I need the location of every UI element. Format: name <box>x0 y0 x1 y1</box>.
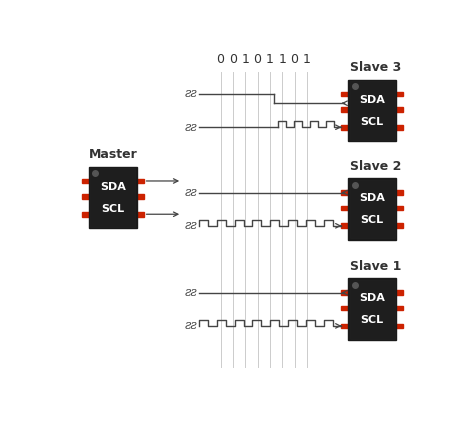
Bar <box>341 224 348 228</box>
Bar <box>350 81 395 140</box>
Bar <box>396 107 403 112</box>
Bar <box>396 306 403 310</box>
Text: 0: 0 <box>291 53 299 66</box>
Bar <box>396 125 403 129</box>
Bar <box>82 179 89 183</box>
Bar <box>341 107 348 112</box>
Bar <box>348 279 396 340</box>
Bar <box>137 194 144 199</box>
Text: SDA: SDA <box>100 181 126 191</box>
Text: 0: 0 <box>254 53 262 66</box>
Bar <box>82 194 89 199</box>
Bar <box>341 125 348 129</box>
Text: 0: 0 <box>217 53 225 66</box>
Text: SCL: SCL <box>361 215 384 225</box>
Text: ƨƨ: ƨƨ <box>185 121 198 134</box>
Text: SCL: SCL <box>361 316 384 326</box>
Text: Slave 1: Slave 1 <box>350 260 401 273</box>
Text: ƨƨ: ƨƨ <box>185 219 198 232</box>
Text: 1: 1 <box>303 53 311 66</box>
Text: SDA: SDA <box>359 193 385 203</box>
Bar <box>137 212 144 217</box>
Text: SCL: SCL <box>101 204 124 214</box>
Text: 0: 0 <box>229 53 237 66</box>
Bar <box>348 178 396 240</box>
Bar <box>350 280 395 339</box>
Text: SDA: SDA <box>359 95 385 105</box>
Text: ƨƨ: ƨƨ <box>185 88 198 100</box>
Text: Slave 2: Slave 2 <box>350 160 401 173</box>
Bar <box>396 324 403 328</box>
Text: SCL: SCL <box>361 117 384 127</box>
Bar <box>341 92 348 96</box>
Bar <box>341 206 348 210</box>
Text: Master: Master <box>89 148 137 161</box>
Bar <box>341 324 348 328</box>
Text: 1: 1 <box>266 53 274 66</box>
Text: 1: 1 <box>278 53 286 66</box>
Bar <box>341 290 348 295</box>
Bar <box>396 206 403 210</box>
Bar <box>341 190 348 195</box>
Text: ƨƨ: ƨƨ <box>185 319 198 332</box>
Bar <box>82 212 89 217</box>
Bar <box>89 167 137 228</box>
Text: SDA: SDA <box>359 293 385 303</box>
Bar <box>396 290 403 295</box>
Bar <box>91 168 135 227</box>
Bar <box>341 306 348 310</box>
Text: ƨƨ: ƨƨ <box>185 186 198 199</box>
Text: 1: 1 <box>241 53 249 66</box>
Text: Slave 3: Slave 3 <box>350 61 401 74</box>
Bar <box>396 92 403 96</box>
Bar <box>396 224 403 228</box>
Bar <box>348 80 396 141</box>
Bar <box>396 190 403 195</box>
Text: ƨƨ: ƨƨ <box>185 286 198 299</box>
Bar <box>137 179 144 183</box>
Bar <box>350 180 395 238</box>
